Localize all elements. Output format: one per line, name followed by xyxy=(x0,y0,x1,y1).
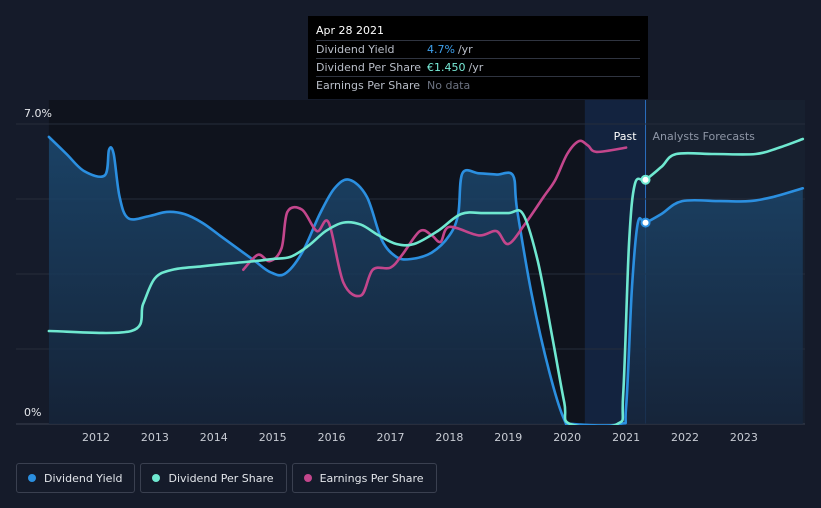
x-tick-label: 2019 xyxy=(494,431,522,444)
x-tick-label: 2016 xyxy=(318,431,346,444)
x-tick-label: 2021 xyxy=(612,431,640,444)
x-tick-label: 2012 xyxy=(82,431,110,444)
tooltip-label: Dividend Per Share xyxy=(316,61,422,74)
legend-label: Dividend Yield xyxy=(44,471,123,485)
tooltip-value: No data xyxy=(427,79,471,92)
x-tick-label: 2014 xyxy=(200,431,228,444)
x-tick-label: 2013 xyxy=(141,431,169,444)
legend-label: Earnings Per Share xyxy=(319,471,424,485)
legend-dot-icon xyxy=(28,474,36,482)
x-tick-label: 2017 xyxy=(377,431,405,444)
highlight-point-0 xyxy=(640,217,651,228)
y-tick-label-top: 7.0% xyxy=(24,107,52,120)
x-tick-label: 2015 xyxy=(259,431,287,444)
tooltip-label: Dividend Yield xyxy=(316,43,395,56)
legend-dot-icon xyxy=(303,474,312,482)
series-line-2 xyxy=(242,139,628,298)
forecast-label: Analysts Forecasts xyxy=(653,130,756,143)
x-tick-label: 2018 xyxy=(435,431,463,444)
x-tick-label: 2020 xyxy=(553,431,581,444)
legend-dot-icon xyxy=(152,474,161,482)
legend-label: Dividend Per Share xyxy=(168,471,274,485)
tooltip-value: 4.7% xyxy=(427,43,455,56)
legend-dividend-per-share[interactable]: Dividend Per Share xyxy=(140,463,287,493)
past-label: Past xyxy=(614,130,638,143)
tooltip-unit: /yr xyxy=(468,61,484,74)
x-tick-label: 2022 xyxy=(671,431,699,444)
highlight-point-1 xyxy=(640,174,651,185)
x-tick-label: 2023 xyxy=(730,431,758,444)
tooltip-row-dividend-per-share: Dividend Per Share €1.450 /yr xyxy=(316,58,640,76)
series-area-0 xyxy=(48,136,803,425)
tooltip-unit: /yr xyxy=(457,43,473,56)
tooltip-row-earnings-per-share: Earnings Per Share No data xyxy=(316,76,640,94)
legend-earnings-per-share[interactable]: Earnings Per Share xyxy=(291,463,437,493)
tooltip-date: Apr 28 2021 xyxy=(316,24,385,37)
tooltip-value: €1.450 xyxy=(427,61,466,74)
series-line-0 xyxy=(47,135,805,425)
tooltip-row-dividend-yield: Dividend Yield 4.7% /yr xyxy=(316,40,640,58)
y-tick-label-bottom: 0% xyxy=(24,406,41,419)
chart-legend: Dividend Yield Dividend Per Share Earnin… xyxy=(16,463,437,493)
hover-tooltip: Apr 28 2021 Dividend Yield 4.7% /yr Divi… xyxy=(308,16,648,99)
legend-dividend-yield[interactable]: Dividend Yield xyxy=(16,463,136,493)
tooltip-label: Earnings Per Share xyxy=(316,79,421,92)
